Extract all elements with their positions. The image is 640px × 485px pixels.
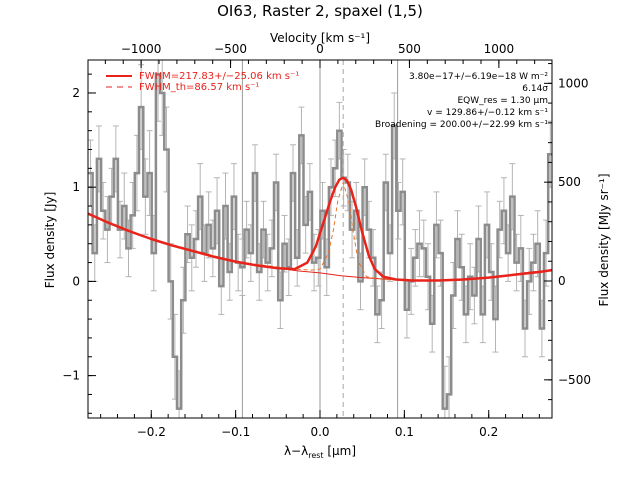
annotation-broadening: Broadening = 200.00+/−22.99 km s⁻¹ bbox=[375, 120, 548, 130]
top-axis-title: Velocity [km s⁻¹] bbox=[270, 31, 370, 45]
y-tick-label: 1 bbox=[72, 180, 80, 194]
x-tick-label: −0.1 bbox=[221, 425, 250, 439]
chart-title: OI63, Raster 2, spaxel (1,5) bbox=[217, 2, 423, 20]
right-tick-label: −500 bbox=[558, 373, 591, 387]
x-axis-title-unit: [μm] bbox=[324, 444, 357, 458]
x-tick-label: 0.1 bbox=[395, 425, 414, 439]
gaussian-fit-line bbox=[88, 176, 552, 282]
annotation-flux: 3.80e−17+/−6.19e−18 W m⁻² bbox=[409, 72, 548, 82]
top-tick-label: 1000 bbox=[484, 42, 515, 56]
annotation-significance: 6.14σ bbox=[522, 84, 548, 94]
axes: −0.2 −0.1 0.0 0.1 0.2 −1000 −500 0 500 1000 −1 0 1 2 −… bbox=[62, 42, 591, 439]
y-tick-label: −1 bbox=[62, 369, 80, 383]
right-axis-title: Flux density [MJy sr⁻¹] bbox=[597, 173, 611, 306]
y-axis-title: Flux density [Jy] bbox=[43, 192, 57, 289]
legend-label-fit: FWHM=217.83+/−25.06 km s⁻¹ bbox=[139, 71, 299, 82]
right-tick-label: 1000 bbox=[558, 76, 589, 90]
thermal-width-line bbox=[88, 182, 552, 281]
y-tick-label: 2 bbox=[72, 86, 80, 100]
top-tick-label: −500 bbox=[214, 42, 247, 56]
x-axis-title-subscript: rest bbox=[308, 451, 323, 460]
series-group bbox=[88, 72, 552, 410]
top-tick-label: 500 bbox=[398, 42, 421, 56]
right-tick-label: 0 bbox=[558, 274, 566, 288]
y-tick-label: 0 bbox=[72, 274, 80, 288]
annotation-velocity: v = 129.86+/−0.12 km s⁻¹ bbox=[427, 108, 548, 118]
x-tick-label: 0.2 bbox=[479, 425, 498, 439]
annotation-eqw: EQW_res = 1.30 μm bbox=[457, 96, 548, 106]
x-axis-title: λ−λrest [μm] bbox=[284, 444, 356, 460]
x-tick-label: −0.2 bbox=[137, 425, 166, 439]
fit-annotations: 3.80e−17+/−6.19e−18 W m⁻² 6.14σ EQW_res … bbox=[375, 72, 548, 130]
legend-label-thermal: FWHM_th=86.57 km s⁻¹ bbox=[139, 82, 259, 93]
x-tick-label: 0.0 bbox=[310, 425, 329, 439]
top-tick-label: 0 bbox=[316, 42, 324, 56]
legend: FWHM=217.83+/−25.06 km s⁻¹ FWHM_th=86.57… bbox=[106, 71, 299, 93]
x-axis-title-main: λ−λ bbox=[284, 444, 308, 458]
top-tick-label: −1000 bbox=[121, 42, 162, 56]
right-tick-label: 500 bbox=[558, 175, 581, 189]
